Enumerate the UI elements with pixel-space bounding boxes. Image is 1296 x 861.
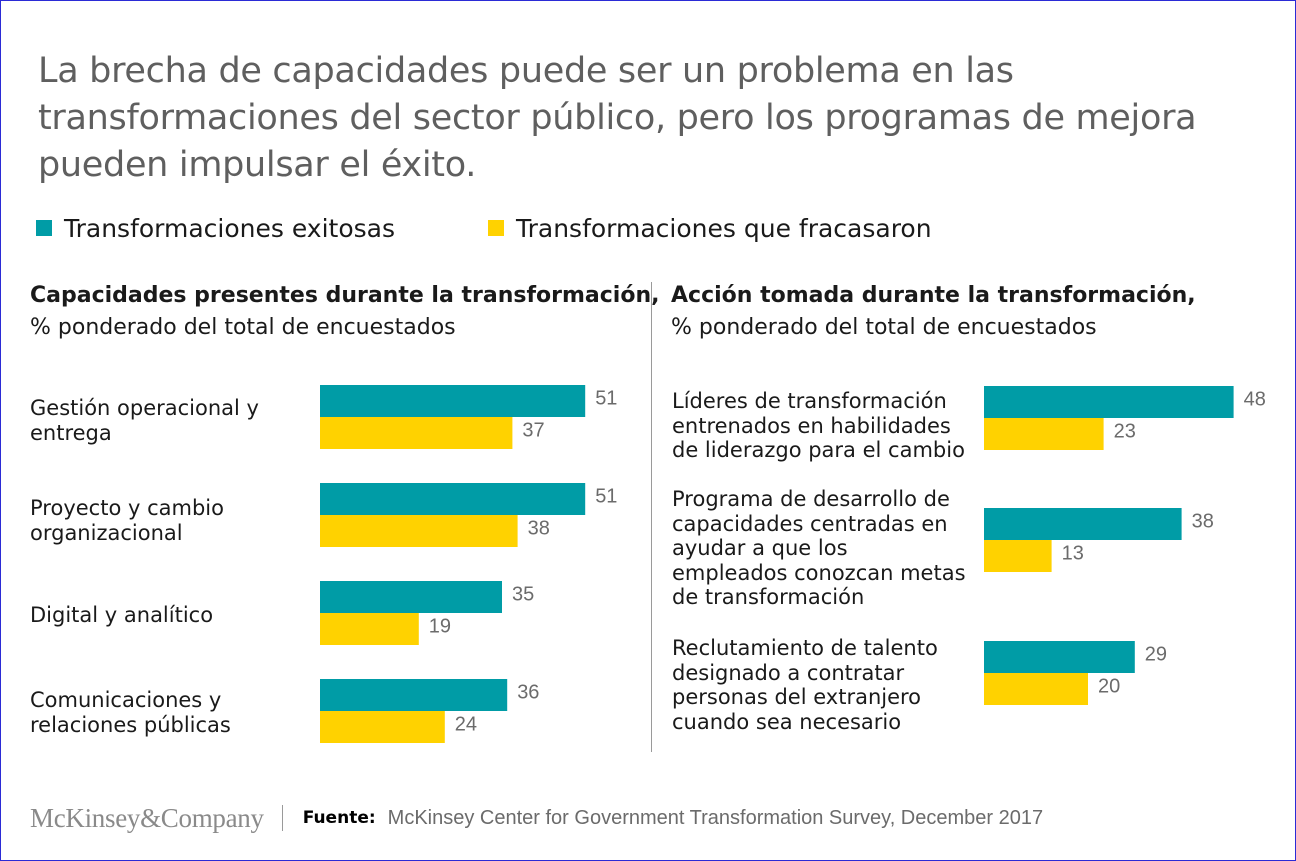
category-label-line: Reclutamiento de talento [672, 636, 938, 660]
category-label-line: Comunicaciones y [30, 688, 222, 712]
bar-failed [320, 613, 419, 645]
legend-swatch-failed [488, 220, 504, 236]
bar-failed [984, 418, 1104, 450]
category-label: Gestión operacional y entrega [30, 396, 259, 445]
legend-label-success: Transformaciones exitosas [64, 213, 396, 243]
category-label: Proyecto y cambio organizacional [30, 496, 224, 545]
bar-success [320, 385, 586, 417]
category-label: Líderes de transformación entrenados en h… [672, 389, 965, 463]
title-line: pueden impulsar el éxito. [38, 145, 477, 185]
category-label-line: ayudar a que los [672, 536, 848, 560]
category-label-line: capacidades centradas en [672, 511, 948, 536]
bar-failed [320, 515, 518, 547]
category-label: Reclutamiento de talento designado a cont… [672, 636, 938, 734]
category-label: Digital y analítico [30, 603, 213, 628]
category-label-line: empleados conozcan metas [672, 560, 966, 585]
category-label-line: organizacional [30, 520, 183, 545]
category-label-line: designado a contratar [672, 660, 905, 685]
bar-failed [984, 540, 1052, 572]
bar-value-label: 51 [595, 387, 617, 409]
category-label-line: Digital y analítico [30, 603, 214, 627]
bar-success [984, 641, 1135, 673]
title-line: transformaciones del sector público, per… [38, 98, 1197, 138]
right-panel-heading: Acción tomada durante la transformación,… [671, 280, 1196, 344]
bar-success [320, 483, 586, 515]
left-panel-heading: Capacidades presentes durante la transfo… [30, 280, 659, 344]
panel-divider [651, 282, 652, 752]
bar-value-label: 29 [1145, 643, 1167, 665]
bar-value-label: 38 [1192, 510, 1214, 532]
category-label-line: entrega [30, 420, 112, 445]
bar-failed [320, 417, 513, 449]
category-label: Programa de desarrollo de capacidades cen… [672, 487, 966, 610]
bar-failed [320, 711, 445, 743]
bar-success [320, 581, 502, 613]
right-panel-title: Acción tomada durante la transformación, [671, 283, 1196, 308]
title-line: La brecha de capacidades puede ser un pr… [38, 51, 1014, 91]
legend-label-failed: Transformaciones que fracasaron [516, 213, 932, 243]
category-label-line: Proyecto y cambio [30, 496, 224, 520]
category-label-line: entrenados en habilidades [672, 413, 951, 438]
footer-separator [281, 805, 283, 831]
category-label-line: personas del extranjero [672, 685, 922, 709]
category-label-line: de liderazgo para el cambio [672, 438, 965, 462]
bar-value-label: 23 [1114, 420, 1136, 442]
left-panel-subtitle: % ponderado del total de encuestados [30, 315, 456, 340]
bar-value-label: 35 [512, 583, 534, 605]
category-label-line: Líderes de transformación [672, 389, 947, 413]
legend-item-success: Transformaciones exitosas [36, 210, 395, 246]
source-text: McKinsey Center for Government Transform… [387, 806, 1044, 829]
bar-value-label: 48 [1244, 388, 1266, 410]
category-label-line: Programa de desarrollo de [672, 487, 950, 511]
company-logo: McKinsey&Company [30, 802, 264, 833]
bar-value-label: 37 [522, 419, 544, 441]
bar-success [984, 386, 1234, 418]
bar-failed [984, 673, 1088, 705]
left-panel-title: Capacidades presentes durante la transfo… [30, 283, 660, 308]
source-label: Fuente: [302, 808, 376, 828]
bar-value-label: 51 [595, 485, 617, 507]
bar-value-label: 24 [455, 713, 477, 735]
bar-value-label: 19 [429, 615, 451, 637]
category-label-line: cuando sea necesario [672, 709, 902, 734]
bar-success [984, 508, 1182, 540]
legend-swatch-success [36, 220, 52, 236]
bar-value-label: 20 [1098, 675, 1120, 697]
legend-item-failed: Transformaciones que fracasaron [488, 210, 932, 246]
bar-value-label: 36 [517, 681, 539, 703]
bar-success [320, 679, 508, 711]
category-label-line: relaciones públicas [30, 712, 231, 737]
footer: McKinsey&Company Fuente: McKinsey Center… [30, 798, 1043, 838]
bar-value-label: 13 [1062, 542, 1084, 564]
bar-value-label: 38 [528, 517, 550, 539]
category-label-line: de transformación [672, 585, 865, 609]
right-panel-subtitle: % ponderado del total de encuestados [671, 315, 1097, 340]
category-label: Comunicaciones y relaciones públicas [30, 688, 231, 737]
category-label-line: Gestión operacional y [30, 396, 259, 420]
slide-title: La brecha de capacidades puede ser un pr… [38, 48, 1218, 189]
